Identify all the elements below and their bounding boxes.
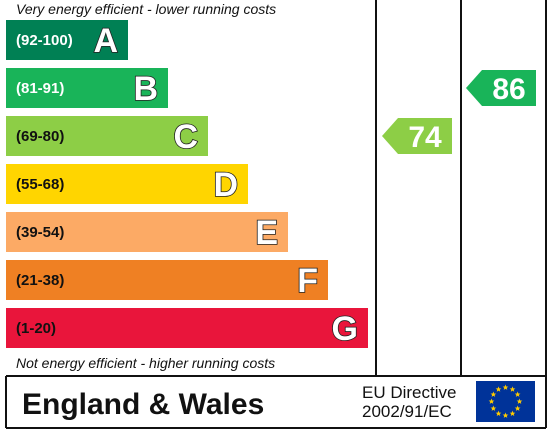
band-range-e: (39-54) [16,224,64,241]
band-range-b: (81-91) [16,80,64,97]
band-bar-g [6,308,368,348]
eu-star-icon [509,410,516,417]
eu-star-icon [502,412,509,418]
top-note: Very energy efficient - lower running co… [16,1,276,17]
band-letter-c: C [173,118,198,156]
footer-directive-line2: 2002/91/EC [362,402,452,421]
eu-star-icon [490,391,497,397]
eu-star-icon [495,386,502,392]
rating-arrow-current [382,118,452,154]
eu-star-icon [516,398,523,404]
rating-value-potential: 86 [492,73,525,106]
band-bar-c [6,116,208,156]
bottom-note: Not energy efficient - higher running co… [16,355,275,371]
band-letter-g: G [332,310,358,348]
band-range-f: (21-38) [16,272,64,289]
eu-star-icon [502,384,509,390]
eu-star-icon [488,398,495,404]
eu-star-icon [495,410,502,417]
band-range-c: (69-80) [16,128,64,145]
eu-star-icon [509,386,516,392]
band-letter-a: A [93,22,118,60]
eu-star-icon [514,405,521,411]
band-letter-b: B [133,70,158,108]
rating-value-current: 74 [408,121,442,154]
rating-arrows: 74 86 [382,70,536,154]
rating-arrow-potential [466,70,536,106]
footer: England & Wales EU Directive 2002/91/EC [22,381,535,422]
band-bar-e [6,212,288,252]
footer-directive-line1: EU Directive [362,383,456,402]
band-letter-d: D [213,166,238,204]
band-range-a: (92-100) [16,32,73,49]
band-bar-f [6,260,328,300]
band-bar-a [6,20,128,60]
band-range-g: (1-20) [16,320,56,337]
rating-bands: (92-100) A (81-91) B (69-80) C (55-68) D (39-54)… [6,20,368,349]
chart-frame [5,0,547,429]
band-bar-d [6,164,248,204]
eu-star-icon [490,405,497,411]
eu-flag-stars [488,384,523,418]
band-range-d: (55-68) [16,176,64,193]
band-letter-e: E [255,214,278,252]
eu-star-icon [514,391,521,397]
footer-region: England & Wales [22,388,264,421]
band-letter-f: F [297,262,318,300]
band-bar-b [6,68,168,108]
